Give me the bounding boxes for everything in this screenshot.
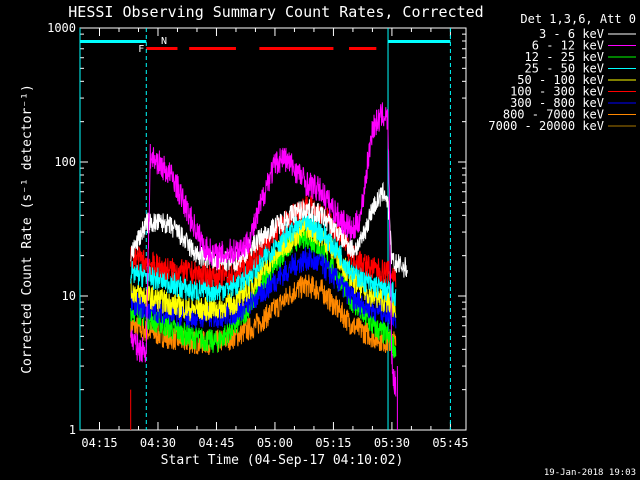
x-tick-label: 05:15	[315, 436, 351, 450]
y-tick-label: 100	[54, 155, 76, 169]
x-tick-label: 04:45	[198, 436, 234, 450]
series-line-25-50keV	[130, 210, 397, 307]
legend-label: 800 - 7000 keV	[503, 108, 604, 122]
annotation-n: N	[161, 36, 167, 47]
series-line-6-12keV	[130, 102, 397, 397]
night-bar	[80, 40, 147, 43]
legend-title: Det 1,3,6, Att 0	[520, 12, 636, 26]
x-tick-label: 05:30	[374, 436, 410, 450]
flare-bar	[349, 47, 377, 50]
annotation-f: F	[138, 44, 144, 55]
legend-label: 300 - 800 keV	[510, 96, 604, 110]
series-line-3-6keV	[130, 181, 408, 278]
legend-label: 6 - 12 keV	[532, 39, 604, 53]
x-tick-label: 05:00	[257, 436, 293, 450]
y-tick-label: 1000	[47, 21, 76, 35]
y-tick-label: 10	[62, 289, 76, 303]
legend-label: 3 - 6 keV	[539, 27, 604, 41]
legend-label: 7000 - 20000 keV	[488, 119, 604, 133]
flare-bar	[189, 47, 236, 50]
y-tick-label: 1	[69, 423, 76, 437]
x-tick-label: 04:30	[140, 436, 176, 450]
flare-bar	[259, 47, 334, 50]
night-bar	[388, 40, 451, 43]
chart-title: HESSI Observing Summary Count Rates, Cor…	[68, 3, 483, 21]
series-line-12-25keV	[130, 225, 397, 359]
legend-label: 25 - 50 keV	[525, 62, 604, 76]
footer-date: 19-Jan-2018 19:03	[544, 468, 636, 478]
legend-label: 50 - 100 keV	[517, 73, 604, 87]
legend-label: 12 - 25 keV	[525, 50, 604, 64]
flare-bar	[146, 47, 178, 50]
x-tick-label: 04:15	[81, 436, 117, 450]
x-axis-label: Start Time (04-Sep-17 04:10:02)	[161, 453, 404, 468]
x-tick-label: 05:45	[432, 436, 468, 450]
y-axis-label: Corrected Count Rate (s⁻¹ detector⁻¹)	[20, 84, 35, 374]
legend-label: 100 - 300 keV	[510, 85, 604, 99]
